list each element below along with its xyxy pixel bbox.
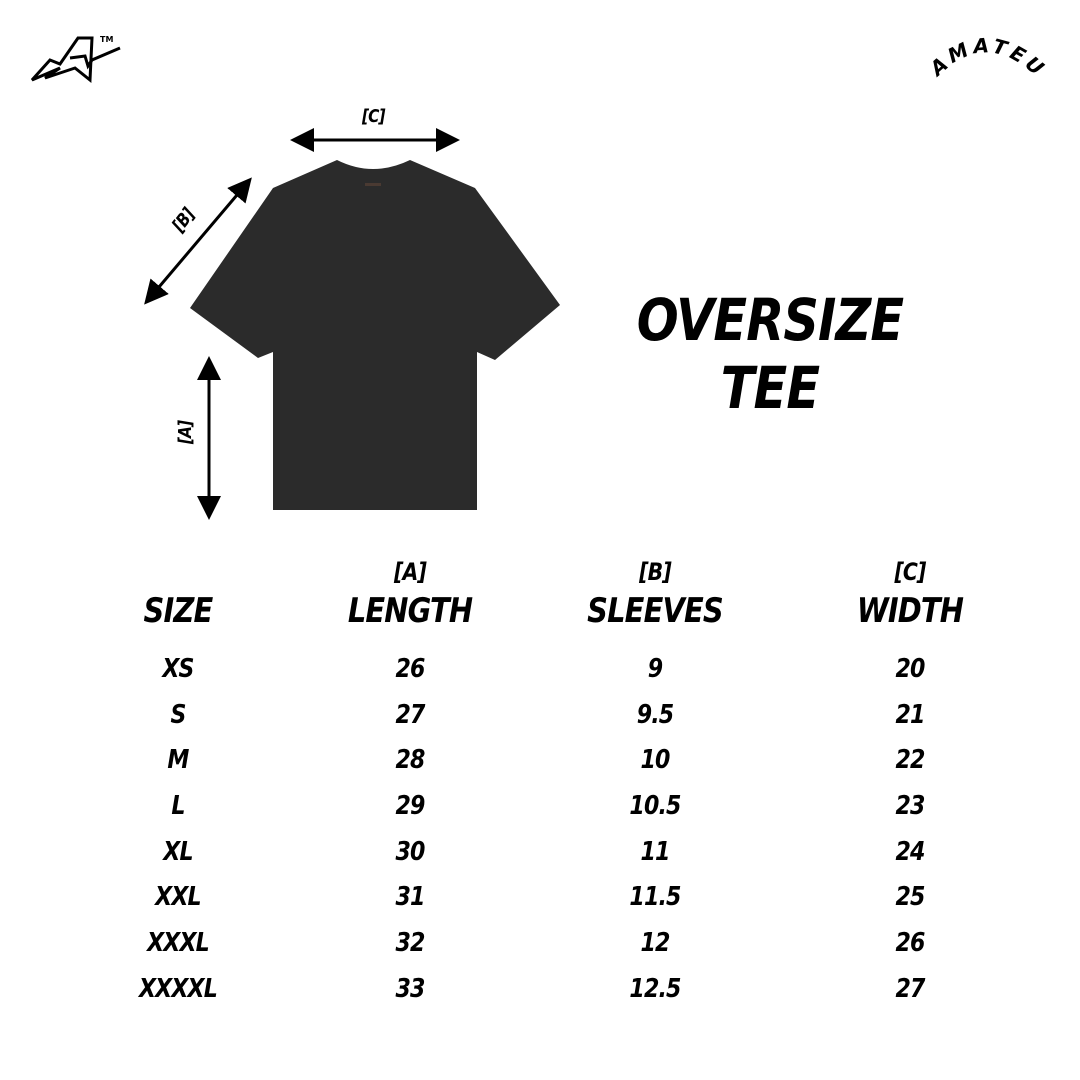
table-cell: L (171, 791, 185, 822)
column-width: [C] WIDTH 20 21 22 23 24 25 26 27 (800, 555, 1020, 1013)
table-cell: 30 (395, 836, 425, 867)
table-cell: 27 (895, 973, 925, 1004)
column-sleeves: [B] SLEEVES 9 9.5 10 10.5 11 11.5 12 12.5 (545, 555, 765, 1013)
column-letter: [C] (894, 558, 926, 586)
amateur-wordmark: AMATEUR (915, 30, 1048, 83)
table-cell: 23 (895, 791, 925, 822)
column-size: SIZE XS S M L XL XXL XXXL XXXXL (68, 555, 288, 1013)
table-cell: 11.5 (629, 882, 681, 913)
table-cell: 31 (395, 882, 425, 913)
table-cell: XS (162, 654, 194, 684)
table-cell: 28 (395, 745, 425, 776)
table-cell: 32 (395, 928, 425, 959)
column-header: LENGTH (347, 591, 473, 631)
arrow-b (144, 177, 252, 305)
tee-shape (190, 160, 560, 510)
product-title: OVERSIZE TEE (636, 286, 904, 422)
neck-label (365, 183, 381, 186)
table-cell: 26 (895, 928, 925, 959)
table-cell: XL (163, 836, 193, 867)
table-cell: 9 (647, 654, 663, 684)
column-letter: [B] (639, 558, 671, 586)
column-header: WIDTH (856, 591, 964, 631)
table-cell: XXXXL (138, 973, 218, 1004)
column-header: SLEEVES (587, 591, 724, 631)
column-letter (85, 555, 272, 589)
table-cell: XXL (155, 882, 201, 913)
column-letter: [A] (394, 558, 427, 586)
label-c: [C] (362, 106, 386, 127)
table-cell: 12 (640, 928, 670, 959)
table-cell: 29 (395, 791, 425, 822)
column-length: [A] LENGTH 26 27 28 29 30 31 32 33 (300, 555, 520, 1013)
table-cell: M (167, 745, 189, 776)
table-cell: 24 (895, 836, 925, 867)
table-cell: 11 (640, 836, 670, 867)
table-cell: 12.5 (629, 973, 681, 1004)
table-cell: 22 (895, 745, 925, 776)
table-cell: 26 (395, 654, 425, 684)
table-cell: S (170, 699, 186, 730)
brand-logo-icon: TM (30, 35, 121, 84)
table-cell: 10 (640, 745, 670, 776)
svg-text:TM: TM (100, 35, 113, 44)
table-cell: 21 (895, 699, 925, 730)
table-cell: 10.5 (629, 791, 681, 822)
table-cell: XXXL (147, 928, 210, 959)
column-header: SIZE (143, 591, 214, 631)
label-a: [A] (175, 420, 197, 445)
table-cell: 25 (895, 882, 925, 913)
table-cell: 33 (395, 973, 425, 1004)
table-cell: 9.5 (636, 699, 674, 730)
table-cell: 27 (395, 699, 425, 730)
tee-diagram (144, 128, 560, 520)
table-cell: 20 (895, 654, 925, 684)
